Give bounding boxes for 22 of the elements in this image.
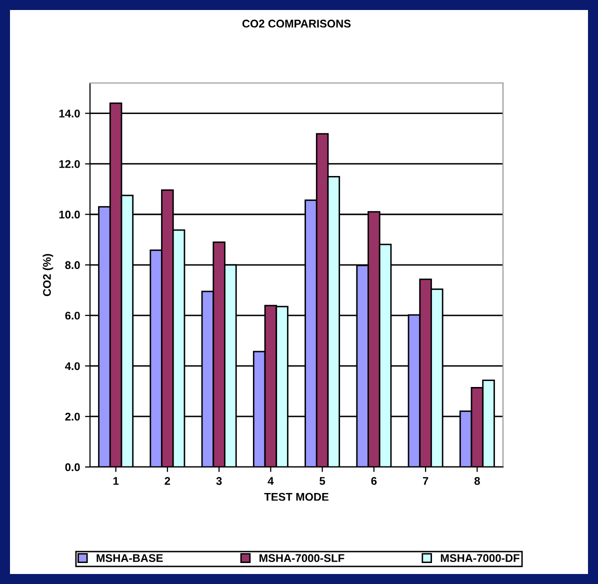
x-tick-label: 6	[371, 477, 377, 485]
y-tick-label: 8.0	[65, 261, 80, 270]
y-axis-title: CO2 (%)	[42, 254, 54, 296]
x-tick-label: 1	[113, 477, 119, 485]
x-tick-label: 3	[216, 477, 222, 485]
x-tick-label: 8	[474, 477, 480, 485]
x-tick-label: 4	[268, 477, 274, 485]
y-tick-label: 12.0	[59, 160, 80, 168]
x-tick-label: 7	[422, 477, 428, 485]
y-tick-label: 10.0	[59, 210, 80, 219]
y-tick-label: 6.0	[65, 312, 80, 320]
y-tick-label: 0.0	[65, 463, 80, 472]
legend-label: MSHA-7000-SLF	[260, 554, 344, 562]
y-tick-label: 14.0	[59, 110, 80, 118]
y-tick-label: 4.0	[65, 362, 80, 370]
x-tick-label: 2	[164, 477, 170, 485]
x-tick-label: 5	[320, 477, 326, 485]
x-axis-title: TEST MODE	[264, 492, 328, 501]
chart-title: CO2 COMPARISONS	[242, 20, 351, 28]
legend-label: MSHA-BASE	[96, 554, 163, 562]
y-tick-label: 2.0	[65, 412, 80, 421]
legend-label: MSHA-7000-DF	[440, 554, 520, 562]
